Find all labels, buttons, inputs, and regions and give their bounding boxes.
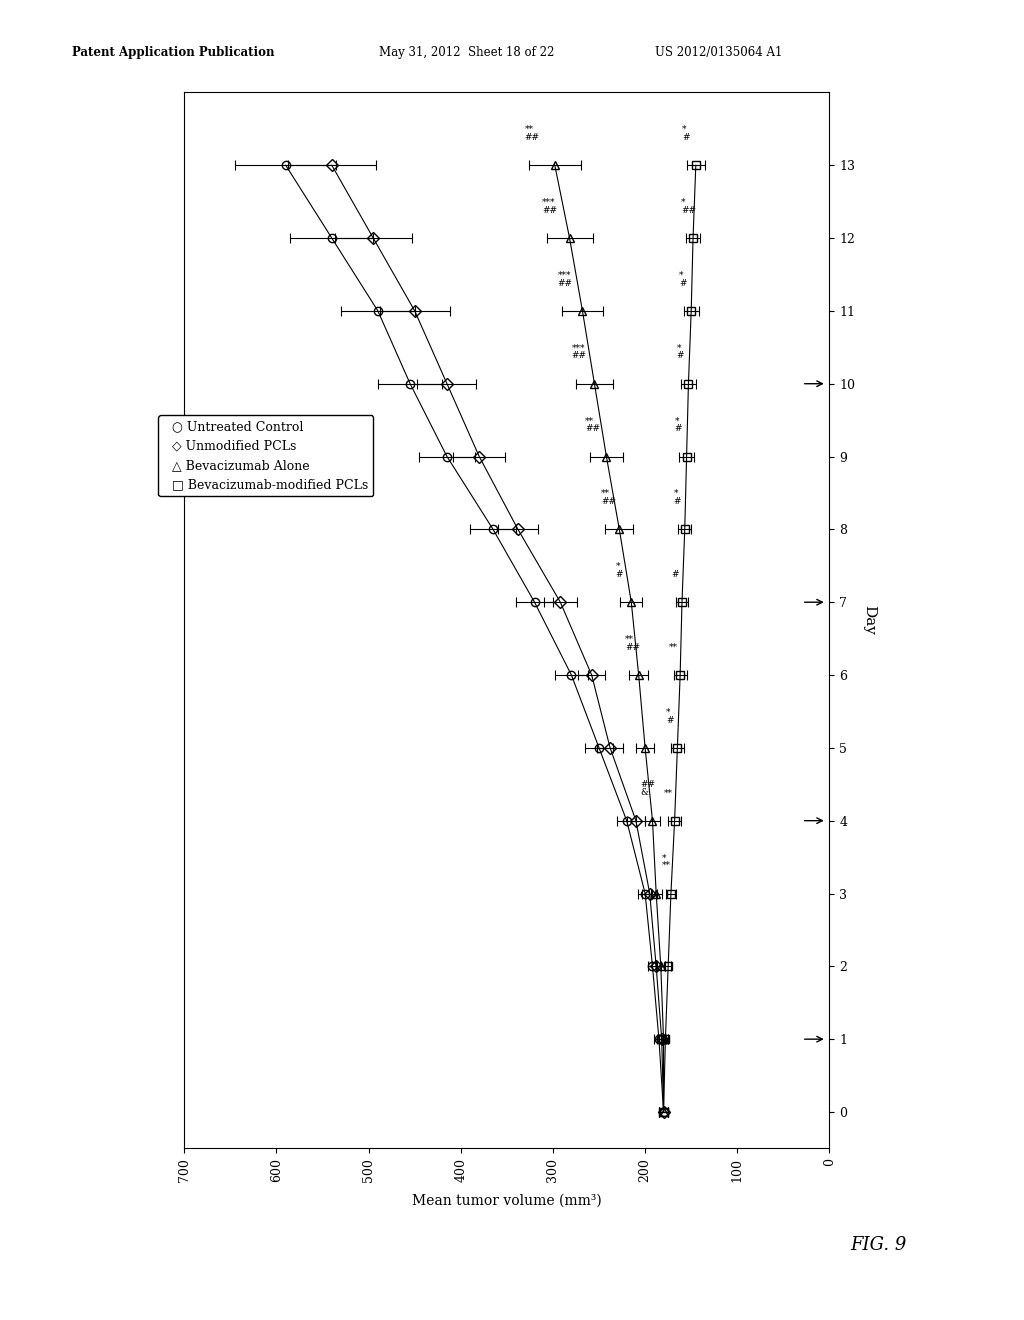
Text: ##
&: ## &: [641, 780, 655, 797]
Text: *
**: * **: [662, 853, 671, 870]
Text: **
##: ** ##: [625, 635, 640, 652]
Text: FIG. 9: FIG. 9: [850, 1236, 906, 1254]
X-axis label: Mean tumor volume (mm³): Mean tumor volume (mm³): [412, 1193, 602, 1208]
Text: *
#: * #: [677, 343, 684, 360]
Text: **
##: ** ##: [524, 125, 540, 143]
Text: **
##: ** ##: [601, 490, 615, 506]
Text: **
##: ** ##: [586, 416, 600, 433]
Text: Patent Application Publication: Patent Application Publication: [72, 46, 274, 59]
Text: *
##: * ##: [681, 198, 696, 215]
Text: **: **: [664, 788, 673, 797]
Text: *
#: * #: [679, 271, 687, 288]
Text: *
#: * #: [682, 125, 689, 143]
Legend: ○ Untreated Control, ◇ Unmodified PCLs, △ Bevacizumab Alone, □ Bevacizumab-modif: ○ Untreated Control, ◇ Unmodified PCLs, …: [159, 416, 374, 496]
Y-axis label: Day: Day: [862, 606, 876, 635]
Text: *
#: * #: [667, 708, 674, 725]
Text: *
#: * #: [675, 416, 682, 433]
Text: ***
##: *** ##: [557, 271, 572, 288]
Text: #: #: [671, 570, 679, 579]
Text: ***
##: *** ##: [571, 343, 587, 360]
Text: ***
##: *** ##: [542, 198, 557, 215]
Text: US 2012/0135064 A1: US 2012/0135064 A1: [655, 46, 782, 59]
Text: *
#: * #: [674, 490, 681, 506]
Text: *
#: * #: [615, 562, 624, 579]
Text: May 31, 2012  Sheet 18 of 22: May 31, 2012 Sheet 18 of 22: [379, 46, 554, 59]
Text: **: **: [669, 643, 678, 652]
